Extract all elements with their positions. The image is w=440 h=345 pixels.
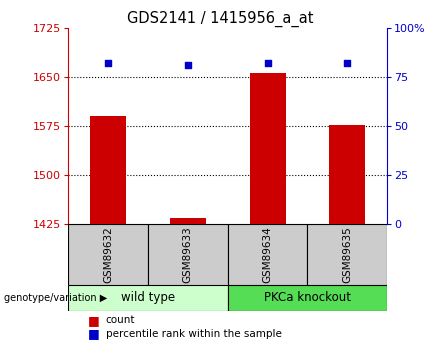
Bar — [228, 224, 308, 285]
Point — [264, 60, 271, 66]
Text: ■: ■ — [88, 314, 100, 327]
Text: GSM89634: GSM89634 — [263, 226, 272, 283]
Text: ■: ■ — [88, 327, 100, 340]
Text: wild type: wild type — [121, 291, 175, 304]
Bar — [68, 224, 148, 285]
Point — [105, 60, 112, 66]
Bar — [90, 116, 126, 224]
Bar — [308, 224, 387, 285]
Point — [344, 60, 351, 66]
Bar — [68, 285, 228, 310]
Bar — [148, 224, 228, 285]
Text: genotype/variation ▶: genotype/variation ▶ — [4, 293, 108, 303]
Bar — [228, 285, 387, 310]
Point — [184, 62, 191, 68]
Bar — [330, 125, 365, 224]
Text: GSM89632: GSM89632 — [103, 226, 113, 283]
Text: PKCa knockout: PKCa knockout — [264, 291, 351, 304]
Text: GSM89635: GSM89635 — [342, 226, 352, 283]
Bar — [249, 73, 286, 224]
Text: count: count — [106, 315, 135, 325]
Text: GDS2141 / 1415956_a_at: GDS2141 / 1415956_a_at — [127, 10, 313, 27]
Text: percentile rank within the sample: percentile rank within the sample — [106, 329, 282, 339]
Text: GSM89633: GSM89633 — [183, 226, 193, 283]
Bar — [170, 218, 206, 224]
